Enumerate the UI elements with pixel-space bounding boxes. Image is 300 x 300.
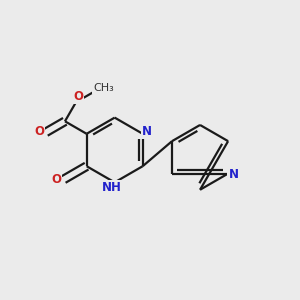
Text: CH₃: CH₃: [93, 83, 114, 93]
Text: O: O: [34, 125, 44, 138]
Text: O: O: [51, 173, 61, 186]
Text: NH: NH: [102, 181, 122, 194]
Text: N: N: [142, 125, 152, 138]
Text: N: N: [228, 168, 239, 181]
Text: O: O: [73, 90, 83, 104]
